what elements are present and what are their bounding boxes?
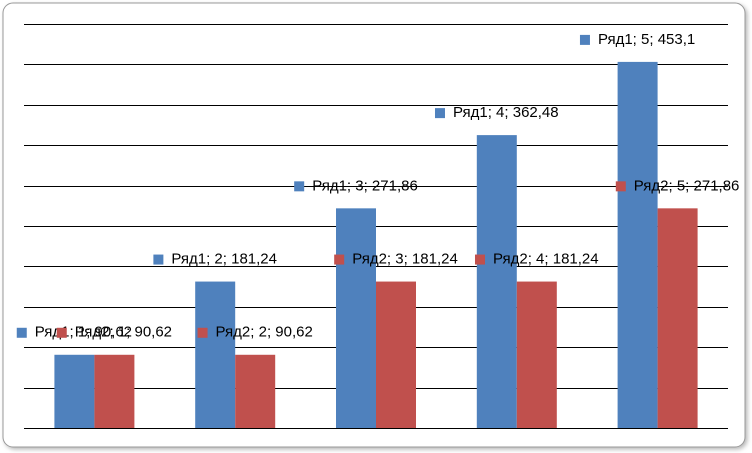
data-label: Ряд2; 2; 90,62: [216, 324, 313, 341]
bar: [376, 281, 416, 428]
label-marker: [197, 327, 208, 338]
label-marker: [615, 181, 626, 192]
bar: [336, 208, 376, 428]
label-marker: [434, 108, 445, 119]
data-label: Ряд1; 3; 271,86: [312, 177, 418, 194]
label-marker: [16, 327, 27, 338]
data-label: Ряд1; 5; 453,1: [598, 31, 695, 48]
bar: [54, 354, 95, 428]
bar: [94, 354, 135, 428]
bar: [195, 281, 236, 428]
data-label: Ряд2; 4; 181,24: [493, 251, 599, 268]
label-marker: [153, 254, 164, 265]
label-marker: [294, 181, 305, 192]
data-label: Ряд2; 5; 271,86: [634, 177, 740, 194]
bar: [657, 208, 698, 428]
label-marker: [334, 254, 345, 265]
data-label: Ряд2; 3; 181,24: [352, 251, 458, 268]
label-marker: [474, 254, 485, 265]
data-label: Ряд2; 1; 90,62: [75, 324, 172, 341]
bar: [617, 61, 658, 428]
label-marker: [579, 34, 590, 45]
bar: [516, 281, 557, 428]
data-label: Ряд1; 4; 362,48: [453, 104, 559, 121]
bar: [476, 135, 517, 429]
data-label: Ряд1; 2; 181,24: [171, 251, 277, 268]
label-marker: [56, 327, 67, 338]
bar: [235, 354, 276, 428]
